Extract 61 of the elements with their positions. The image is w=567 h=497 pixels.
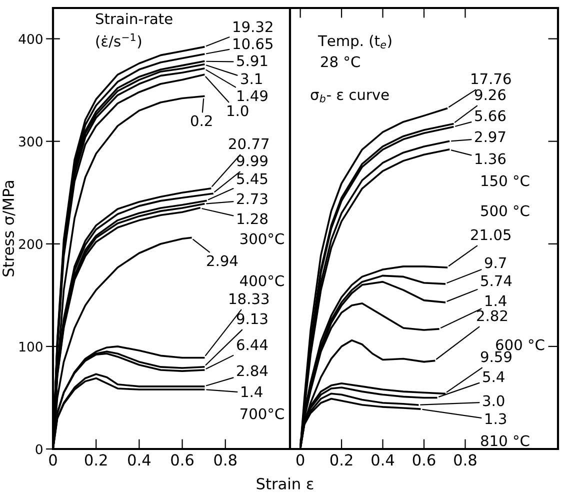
annotation: 400°C	[240, 275, 284, 286]
text: 9.7	[484, 257, 506, 268]
text: 19.32	[234, 21, 272, 32]
text: 9.13	[236, 313, 268, 324]
annotation: Temp. (t$_{e}$)	[318, 34, 392, 50]
series-label: 0.2	[190, 115, 212, 126]
x-tick-label: 0.4	[128, 454, 150, 466]
legend-label: 1.3	[486, 413, 506, 424]
annotation: (ε̇/s$^{−1}$)	[96, 33, 142, 48]
text: 9.99	[236, 155, 268, 166]
x-tick-label: 0.2	[330, 454, 352, 466]
legend-label: 5.91	[237, 55, 268, 66]
text: 2.82	[477, 310, 508, 322]
text: 9.26	[474, 89, 506, 100]
y-tick-label: 100	[20, 342, 42, 352]
annotation: Strain-rate	[96, 12, 172, 24]
x-tick-label: 0.8	[454, 454, 476, 466]
text: 18.33	[230, 293, 269, 304]
annotation: 300°C	[240, 233, 284, 244]
text: 1.4	[486, 295, 506, 306]
text: 5.45	[237, 173, 268, 184]
legend-label: 3.0	[483, 395, 504, 406]
text: 5.74	[481, 275, 512, 286]
legend-label: 2.73	[237, 193, 268, 204]
text: 20.77	[229, 138, 269, 150]
legend-label: 1.28	[238, 213, 268, 224]
annotation: 28 °C	[321, 56, 360, 68]
x-tick-label: 0	[49, 454, 57, 466]
x-tick-label: 0.6	[412, 454, 436, 466]
x-tick-label: 0.6	[171, 454, 194, 466]
y-tick-label: 200	[19, 239, 42, 250]
legend-label: 1.49	[238, 90, 268, 102]
legend-label: 10.65	[234, 38, 272, 50]
x-tick-label: 0.2	[84, 454, 107, 466]
x-tick-label: 0.8	[214, 454, 236, 466]
legend-label: 2.84	[237, 365, 268, 376]
text: 5.4	[483, 371, 504, 382]
legend-label: 5.66	[475, 110, 506, 122]
text: 17.76	[472, 73, 511, 84]
annotation: 600 °C	[496, 339, 544, 350]
y-axis-title: Stress σ/MPa	[2, 181, 16, 276]
text: 9.59	[480, 351, 512, 362]
x-tick-label: 0.4	[372, 454, 394, 466]
y-tick-label: 0	[36, 444, 42, 454]
legend-label: 1.36	[476, 153, 506, 164]
x-axis-title: Strain ε	[256, 478, 314, 490]
annotation: 810 °C	[481, 435, 530, 446]
legend-label: 3.1	[241, 73, 262, 84]
text: 21.05	[471, 229, 510, 240]
y-tick-label: 300	[19, 136, 42, 147]
series-label: 2.94	[207, 255, 238, 266]
legend-label: 2.97	[475, 131, 506, 142]
annotation: σ$_{b}$- ε curve	[310, 92, 389, 102]
y-tick-label: 400	[18, 34, 42, 44]
x-tick-label: 0	[296, 454, 304, 466]
annotation: 700°C	[240, 408, 284, 420]
text: 6.44	[237, 339, 268, 350]
legend-label: 1.0	[228, 105, 248, 116]
legend-label: 1.4	[242, 386, 262, 398]
annotation: 500 °C	[481, 205, 530, 216]
annotation: 150 °C	[482, 175, 530, 186]
